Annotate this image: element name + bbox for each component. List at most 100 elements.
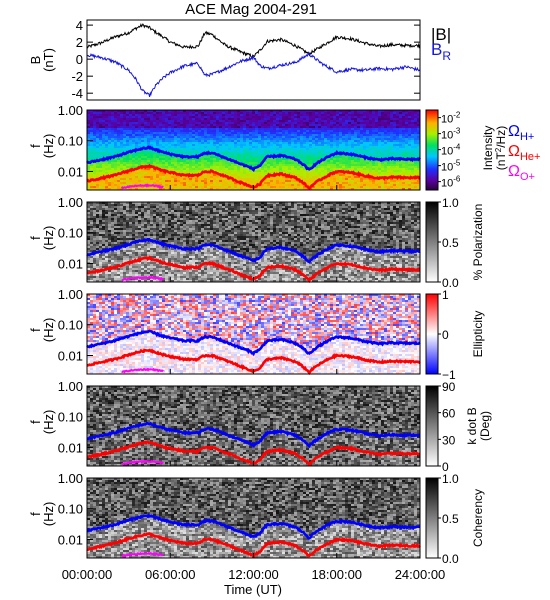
omega-h-curve [86,421,421,449]
time-tick-label: 12:00:00 [228,567,279,582]
omega-h-curve [86,145,421,173]
freq-ytick-label: 0.01 [58,440,83,455]
legend-radial-field: BR [431,40,451,63]
time-tick-label: 18:00:00 [311,567,362,582]
bfield-yunit: (nT) [41,48,56,72]
colorbar-tick-label: 10-3 [441,127,461,142]
omega-o-curve [121,551,164,558]
omega-o-curve [121,275,164,282]
colorbar-gradient [425,477,439,559]
gyrofrequency-legend: ΩH+ ΩHe+ ΩO+ [508,123,540,183]
colorbar-tick-label: 0 [442,328,449,342]
omega-h-symbol: Ω [508,123,520,140]
tick-base: 10 [441,178,453,190]
colorbar-tick-label: 0.0 [442,276,459,290]
colorbar-tick-label: 10-5 [441,159,461,174]
omega-h-curve [86,513,421,540]
freq-ytick-label: 0.01 [58,164,83,179]
tick-base: 10 [441,130,453,142]
coherency-panel: 1.00 0.10 0.01 f(Hz) 1.0 0.5 0.0 Coherency [28,471,485,566]
freq-ytick-label: 1.00 [58,103,83,118]
colorbar-label: Ellipticity [471,311,485,358]
colorbar-tick-label: 0.5 [442,236,459,250]
magnetic-field-panel: 420-2-4 B (nT) |B| BR [28,18,451,101]
colorbar-tick-label: 60 [442,407,456,421]
omega-h-curve [86,329,421,357]
tick-exponent: -2 [453,111,461,120]
bfield-ytick-label: 2 [76,35,83,50]
freq-ytick-label: 0.10 [58,410,83,425]
freq-ytick-label: 0.10 [58,226,83,241]
freq-ytick-label: 0.10 [58,318,83,333]
omega-o-curve [120,183,164,190]
omega-o-curve [121,367,164,374]
omega-o-subscript: O+ [520,171,535,183]
legend-radial-subscript: R [442,49,451,63]
tick-exponent: -5 [453,159,461,168]
freq-ytick-label: 1.00 [58,471,83,486]
colorbar-tick-label: 10-6 [441,175,461,190]
colorbar-tick-label: 1 [442,288,449,302]
wave-angle-panel: 1.00 0.10 0.01 f(Hz) 90 60 30 0 k dot B (Deg) [28,379,492,474]
unit-sup: 2 [494,147,503,152]
colorbar-label: k dot B [465,407,479,444]
colorbar-tick-label: 10-2 [441,111,461,126]
omega-o-curve [121,459,164,466]
bfield-total-line [86,23,421,58]
ellipticity-colorbar: 1 0 −1 Ellipticity [425,288,485,382]
freq-ytick-label: 1.00 [58,379,83,394]
legend-total-field: |B| [431,25,451,44]
freq-ytick-label: 0.10 [58,502,83,517]
freq-ytick-label: 0.01 [58,532,83,547]
freq-yunit: (Hz) [41,410,56,435]
freq-ylabel: f [28,144,43,148]
freq-yunit: (Hz) [41,226,56,251]
polarization-panel: 1.00 0.10 0.01 f(Hz) 1.0 0.5 0.0 % Polarization [28,195,485,290]
bfield-ytick-label: -4 [71,86,83,101]
tick-base: 10 [441,146,453,158]
colorbar-tick-label: 1.0 [442,196,459,210]
freq-ytick-label: 1.00 [58,287,83,302]
bfield-frame [86,19,421,101]
coherency-colorbar: 1.0 0.5 0.0 Coherency [425,472,485,566]
freq-yunit: (Hz) [41,134,56,159]
unit-post: /Hz) [494,126,508,148]
tick-exponent: -3 [453,127,461,136]
time-tick-label: 24:00:00 [395,567,446,582]
colorbar-label: Intensity [481,126,495,171]
colorbar-gradient [425,201,439,283]
omega-h-subscript: H+ [520,131,534,143]
colorbar-label: % Polarization [471,204,485,281]
tick-exponent: -6 [453,175,461,184]
colorbar-label: Coherency [471,489,485,547]
colorbar-gradient [425,385,439,467]
freq-yunit: (Hz) [41,318,56,343]
spectrogram-panels: 1.000.100.01f(Hz)10-210-310-410-510-6Int… [28,103,508,566]
legend-omega-h: ΩH+ [508,123,534,143]
colorbar-tick-label: 0 [442,460,449,474]
freq-yunit: (Hz) [41,502,56,527]
colorbar-gradient [425,109,439,191]
freq-ylabel: f [28,236,43,240]
colorbar-gradient [425,293,439,375]
tick-base: 10 [441,114,453,126]
bfield-radial-line [86,51,421,98]
omega-he-symbol: Ω [508,143,520,160]
colorbar-tick-label: 0.0 [442,552,459,566]
colorbar-tick-label: 1.0 [442,472,459,486]
tick-exponent: -4 [453,143,461,152]
bfield-ytick-label: -2 [71,69,83,84]
ellipticity-panel: 1.00 0.10 0.01 f(Hz) 1 0 −1 Ellipticity [28,287,485,382]
tick-base: 10 [441,162,453,174]
time-axis-label: Time (UT) [224,582,282,597]
freq-ytick-label: 0.10 [58,134,83,149]
omega-he-subscript: He+ [520,151,541,163]
freq-ylabel: f [28,512,43,516]
wave-angle-colorbar: 90 60 30 0 k dot B (Deg) [425,380,492,474]
freq-ytick-label: 1.00 [58,195,83,210]
polarization-colorbar: 1.0 0.5 0.0 % Polarization [425,196,485,290]
freq-ytick-label: 0.01 [58,348,83,363]
colorbar-unit: (Deg) [478,411,492,441]
